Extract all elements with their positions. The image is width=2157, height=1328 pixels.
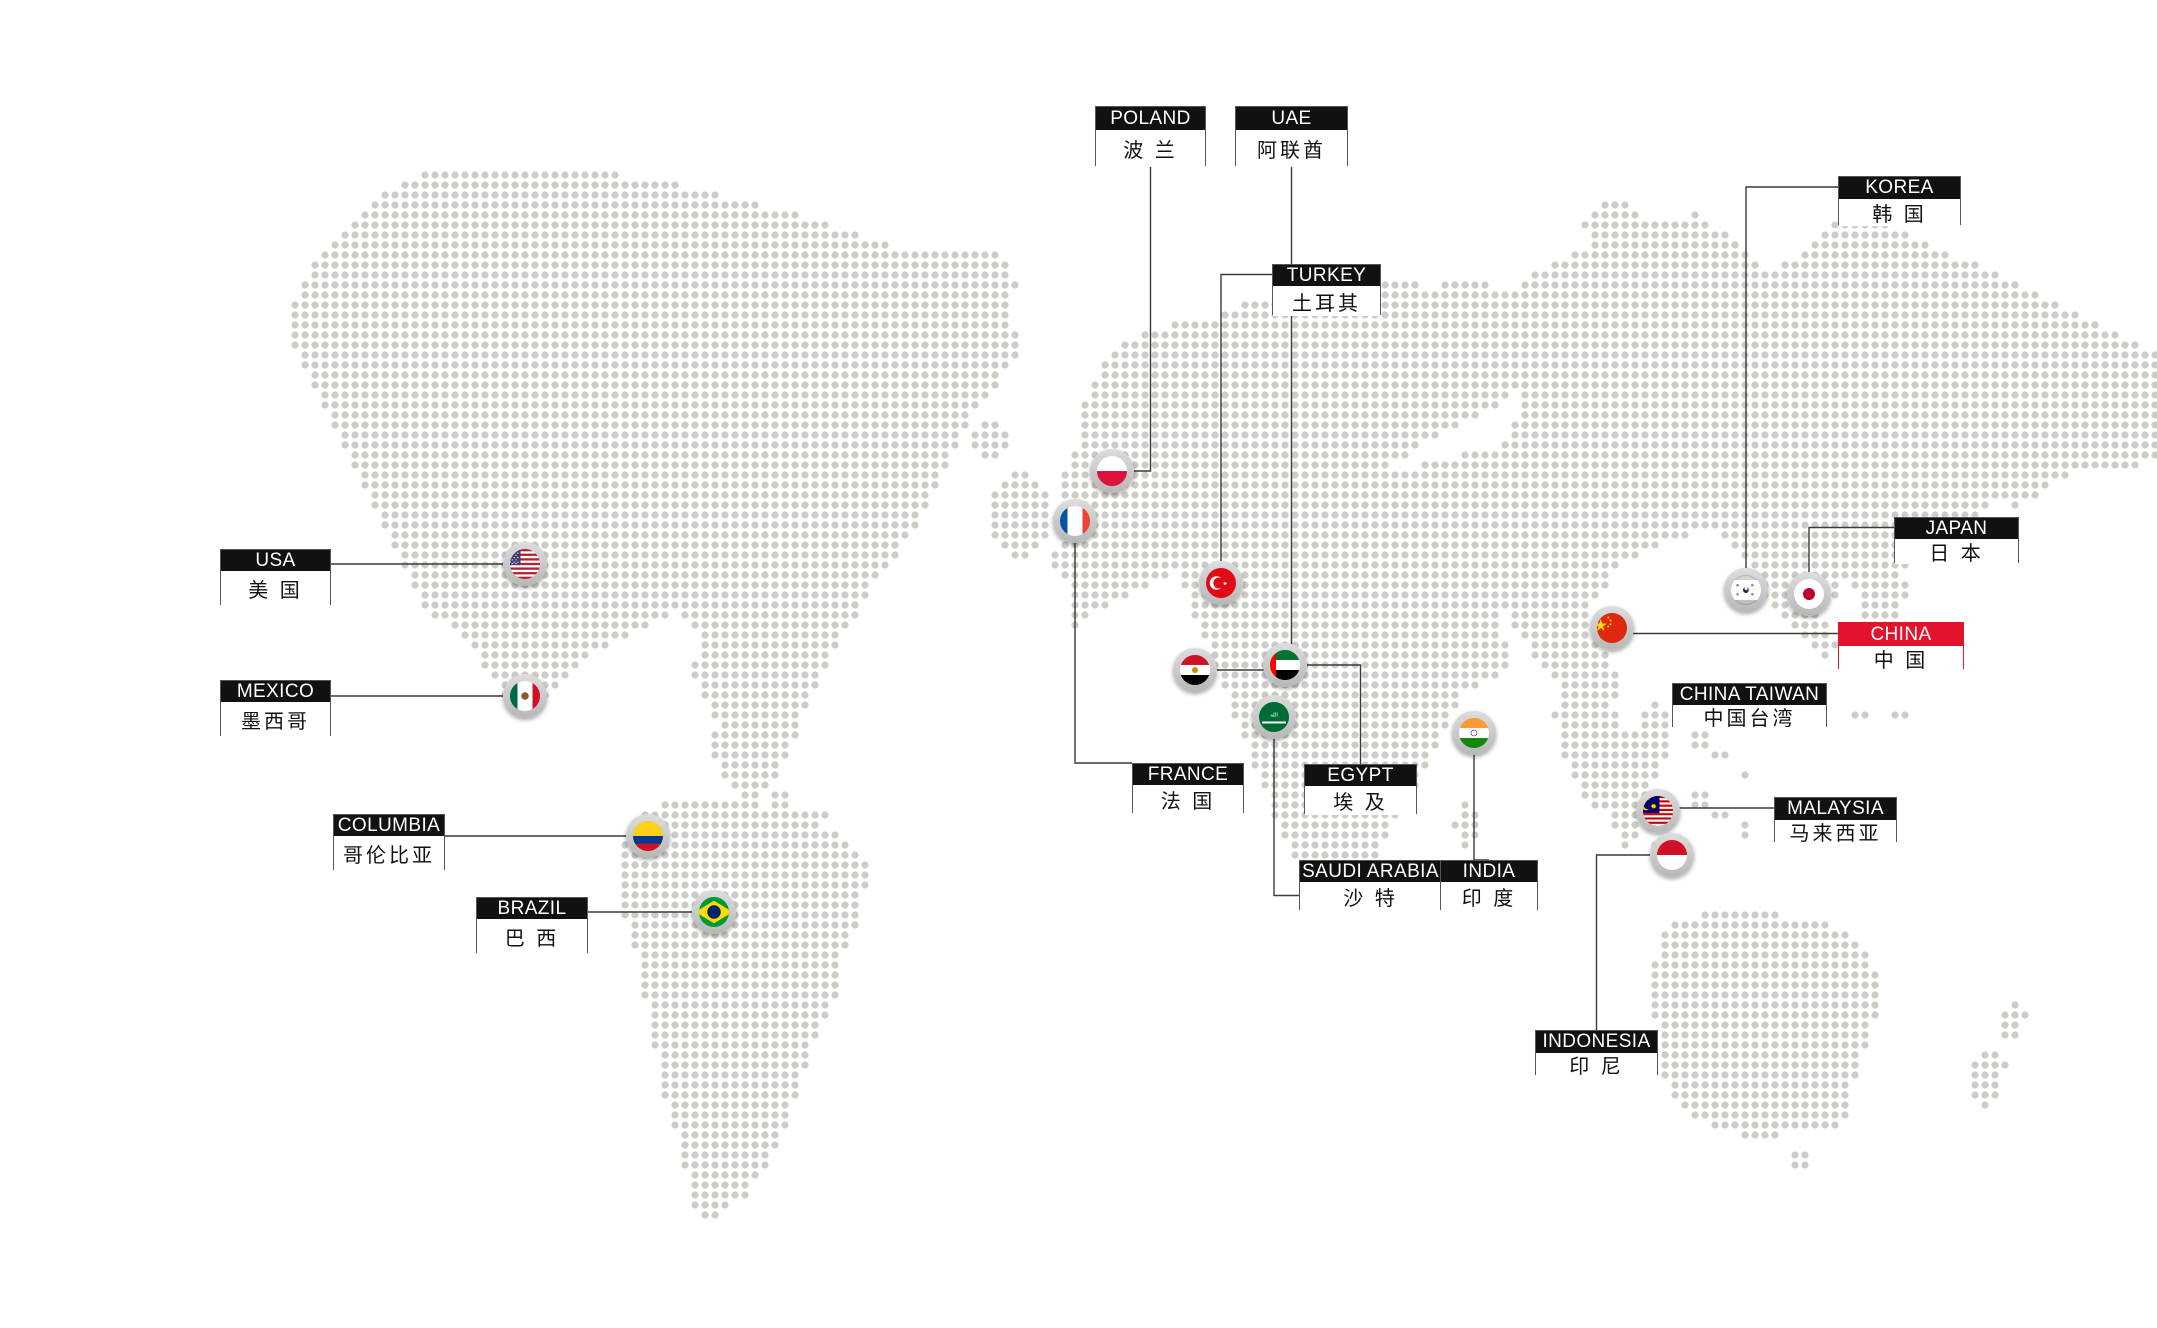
- svg-text:الله: الله: [1270, 712, 1278, 718]
